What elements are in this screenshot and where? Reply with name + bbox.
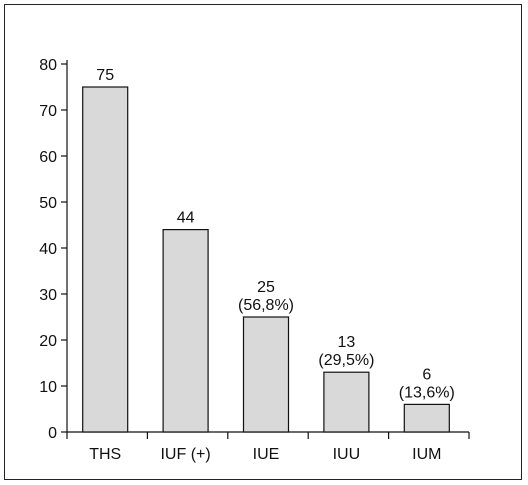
y-tick-label: 30 <box>39 287 57 304</box>
data-label-value: 25 <box>257 279 275 296</box>
bar-iuf <box>162 229 209 433</box>
x-tick-label: IUE <box>253 446 280 463</box>
y-tick-label: 60 <box>39 149 57 166</box>
bar-iuu <box>323 371 370 433</box>
y-tick-label: 10 <box>39 379 57 396</box>
data-label-value: 6 <box>422 366 431 383</box>
data-label-value: 75 <box>96 67 114 84</box>
data-label-value: 44 <box>177 210 195 227</box>
x-tick-label: IUF (+) <box>160 446 210 463</box>
y-tick-label: 80 <box>39 57 57 74</box>
x-tick-label: IUM <box>412 446 441 463</box>
x-tick-label: THS <box>89 446 121 463</box>
bars <box>82 86 450 433</box>
axes: 0 10 20 30 40 50 60 70 80 <box>39 57 470 442</box>
bar-iue <box>242 316 290 433</box>
y-tick-label: 0 <box>48 425 57 442</box>
y-tick-label: 40 <box>39 241 57 258</box>
x-tick-label: IUU <box>333 446 361 463</box>
data-label-value: 13 <box>338 334 356 351</box>
bar-ths <box>82 86 129 433</box>
data-label-percent: (13,6%) <box>399 384 455 401</box>
y-tick-label: 50 <box>39 195 57 212</box>
labels: THS 75 IUF (+) 44 IUE 25(56,8%) IUU 13(29,5%) IU… <box>89 67 455 463</box>
data-label-percent: (29,5%) <box>318 352 374 369</box>
data-label-percent: (56,8%) <box>238 297 294 314</box>
bar-ium <box>403 403 450 433</box>
y-tick-label: 70 <box>39 103 57 120</box>
y-tick-label: 20 <box>39 333 57 350</box>
